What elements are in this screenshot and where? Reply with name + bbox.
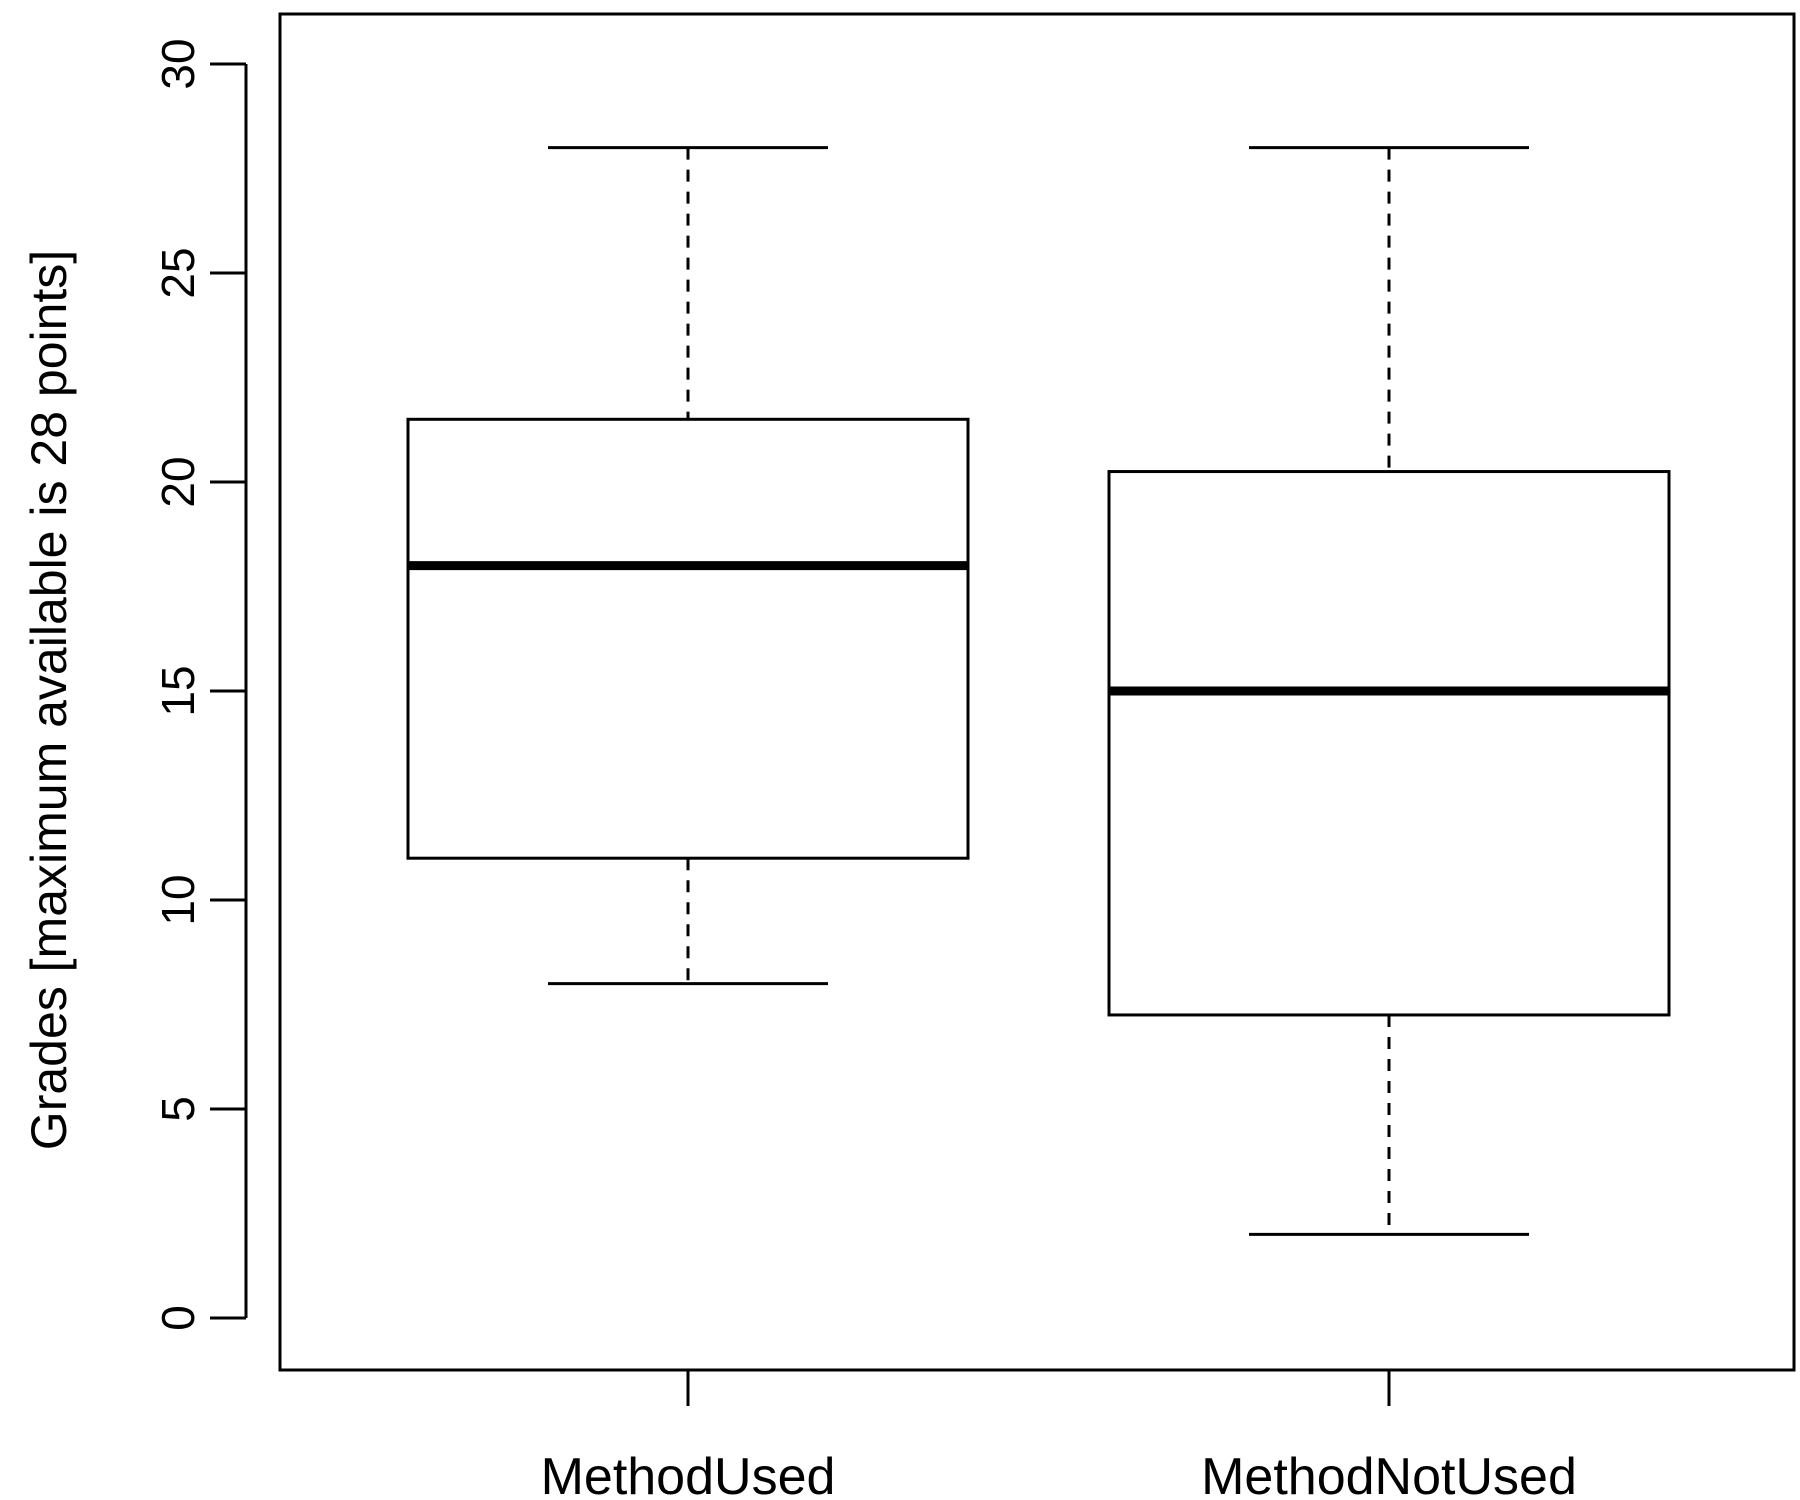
x-tick-label-MethodNotUsed: MethodNotUsed [1201,1448,1577,1500]
plot-frame [278,12,1796,1372]
y-tick-label-20: 20 [152,456,204,507]
boxes [406,146,1671,1236]
y-tick-label-5: 5 [152,1096,204,1122]
y-axis: 0 5 10 15 20 25 30 [152,38,248,1331]
y-tick-label-10: 10 [152,874,204,925]
iqr-box [406,417,970,860]
y-tick-label-30: 30 [152,38,204,89]
y-tick-label-15: 15 [152,665,204,716]
y-axis-label: Grades [maximum available is 28 points] [21,250,77,1150]
y-tick-label-0: 0 [152,1305,204,1331]
box-group-MethodUsed [406,146,970,986]
x-tick-label-MethodUsed: MethodUsed [541,1448,836,1500]
box-group-MethodNotUsed [1107,146,1671,1236]
y-tick-label-25: 25 [152,247,204,298]
iqr-box [1107,470,1671,1017]
x-axis: MethodUsed MethodNotUsed [541,1370,1577,1500]
